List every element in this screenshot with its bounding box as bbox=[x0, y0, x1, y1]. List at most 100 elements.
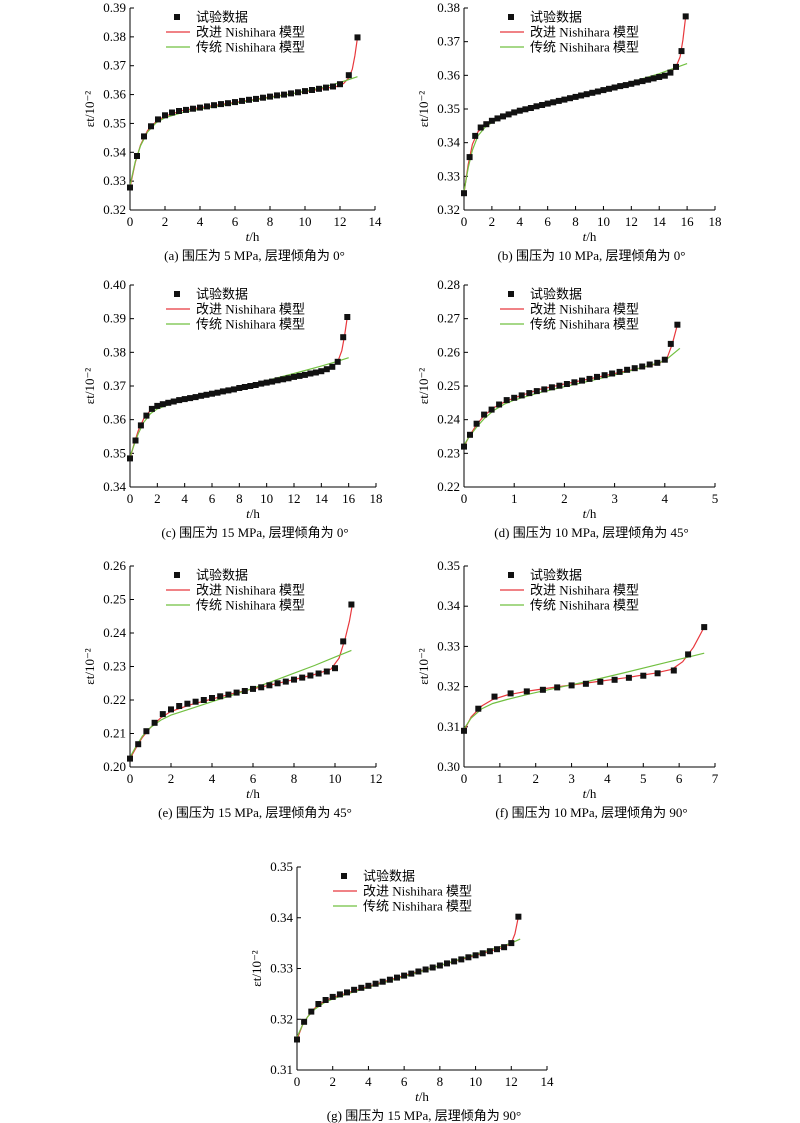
data-point bbox=[330, 83, 336, 90]
data-point bbox=[544, 100, 551, 107]
x-tick-label: 10 bbox=[329, 771, 342, 786]
data-point bbox=[198, 392, 205, 399]
x-tick-label: 12 bbox=[370, 771, 383, 786]
data-point bbox=[307, 672, 314, 679]
y-tick-label: 0.33 bbox=[437, 168, 460, 183]
data-point bbox=[597, 678, 604, 685]
data-point bbox=[555, 97, 562, 104]
y-tick-label: 0.25 bbox=[437, 378, 460, 393]
data-point bbox=[436, 962, 443, 969]
x-tick-label: 4 bbox=[209, 771, 216, 786]
data-point bbox=[458, 956, 465, 963]
data-point bbox=[308, 1008, 315, 1015]
data-point bbox=[365, 982, 372, 989]
data-point bbox=[533, 388, 540, 395]
y-tick-label: 0.36 bbox=[437, 67, 460, 82]
legend-label-1: 试验数据 bbox=[196, 10, 248, 25]
data-point bbox=[444, 960, 450, 967]
data-point bbox=[309, 87, 315, 93]
data-point bbox=[318, 368, 325, 375]
legend-label-1: 试验数据 bbox=[196, 568, 248, 583]
y-tick-label: 0.26 bbox=[103, 558, 126, 573]
data-point bbox=[246, 96, 252, 103]
y-tick-label: 0.37 bbox=[437, 34, 460, 49]
chart-panel-6: 0 1 2 3 4 5 6 7 0.30 0.31 0.32 0.33 0.34 0.35 t/h εt/10… bbox=[416, 558, 719, 820]
data-point bbox=[176, 108, 182, 114]
panel-caption: (b) 围压为 10 MPa, 层理倾角为 0° bbox=[498, 248, 686, 263]
x-tick-label: 14 bbox=[541, 1074, 555, 1089]
data-point bbox=[141, 133, 147, 140]
data-point bbox=[239, 97, 245, 104]
x-tick-label: 0 bbox=[461, 214, 468, 229]
data-point bbox=[479, 950, 486, 957]
y-axis-label: εt/10⁻² bbox=[416, 648, 431, 685]
y-tick-label: 0.20 bbox=[103, 759, 126, 774]
x-tick-label: 3 bbox=[611, 491, 618, 506]
y-tick-label: 0.36 bbox=[103, 87, 126, 102]
y-tick-label: 0.25 bbox=[103, 592, 126, 607]
x-axis-label: t/h bbox=[246, 506, 260, 521]
chart-panel-4: 0 1 2 3 4 5 0.22 0.23 0.24 0.25 0.26 0.27 0.28 t/h εt/… bbox=[416, 277, 718, 540]
data-point bbox=[225, 387, 232, 394]
data-point bbox=[225, 100, 231, 107]
data-point bbox=[192, 394, 199, 401]
x-tick-label: 12 bbox=[334, 214, 347, 229]
data-point bbox=[465, 954, 472, 961]
x-tick-label: 4 bbox=[181, 491, 188, 506]
series-line-improved bbox=[463, 626, 705, 732]
data-point bbox=[682, 13, 689, 20]
legend-marker-1 bbox=[174, 14, 180, 20]
data-point bbox=[571, 379, 578, 386]
data-point bbox=[625, 674, 632, 681]
panel-caption: (c) 围压为 15 MPa, 层理倾角为 0° bbox=[161, 525, 348, 540]
data-point bbox=[582, 680, 589, 687]
y-axis-label: εt/10⁻² bbox=[249, 950, 264, 987]
panel-caption: (g) 围压为 15 MPa, 层理倾角为 90° bbox=[327, 1108, 521, 1123]
y-axis-label: εt/10⁻² bbox=[82, 368, 97, 405]
data-point bbox=[340, 334, 347, 341]
y-tick-label: 0.34 bbox=[103, 479, 126, 494]
chart-panel-3: 0 2 4 6 8 10 12 14 16 18 0.34 0.35 0.36 0.37 0.38 0.39 0… bbox=[82, 277, 383, 540]
data-point bbox=[639, 363, 646, 370]
x-tick-label: 8 bbox=[572, 214, 579, 229]
data-point bbox=[345, 72, 352, 79]
data-point bbox=[176, 397, 183, 404]
data-point bbox=[176, 703, 183, 709]
data-point bbox=[170, 398, 177, 405]
series-line-traditional bbox=[463, 63, 688, 192]
y-tick-label: 0.40 bbox=[103, 277, 126, 292]
data-point bbox=[127, 184, 133, 191]
legend-label-3: 传统 Nishihara 模型 bbox=[530, 317, 639, 332]
y-tick-label: 0.34 bbox=[103, 144, 126, 159]
data-point bbox=[486, 948, 493, 955]
data-point bbox=[415, 968, 422, 975]
legend-label-2: 改进 Nishihara 模型 bbox=[530, 25, 639, 40]
panel-caption: (f) 围压为 10 MPa, 层理倾角为 90° bbox=[495, 805, 687, 820]
data-point bbox=[168, 706, 174, 713]
x-tick-label: 10 bbox=[469, 1074, 482, 1089]
data-point bbox=[533, 103, 540, 110]
y-axis-label: εt/10⁻² bbox=[416, 368, 431, 405]
data-point bbox=[203, 391, 210, 398]
data-point bbox=[183, 106, 189, 113]
data-point bbox=[274, 92, 280, 99]
x-axis-label: t/h bbox=[583, 229, 597, 244]
data-point bbox=[567, 95, 573, 102]
data-point bbox=[678, 48, 685, 55]
data-point bbox=[466, 154, 473, 161]
data-point bbox=[151, 719, 158, 726]
series-line-traditional bbox=[463, 652, 705, 730]
data-point bbox=[640, 672, 647, 679]
data-point bbox=[515, 913, 522, 920]
x-tick-label: 2 bbox=[154, 491, 161, 506]
data-point bbox=[429, 964, 436, 971]
data-point bbox=[135, 741, 142, 748]
data-point bbox=[334, 358, 341, 365]
data-point bbox=[472, 952, 479, 959]
data-point bbox=[225, 691, 232, 698]
series-line-improved bbox=[296, 916, 519, 1040]
data-point bbox=[650, 75, 657, 82]
data-point bbox=[473, 420, 480, 427]
data-point bbox=[578, 92, 585, 99]
data-point bbox=[301, 1018, 308, 1025]
